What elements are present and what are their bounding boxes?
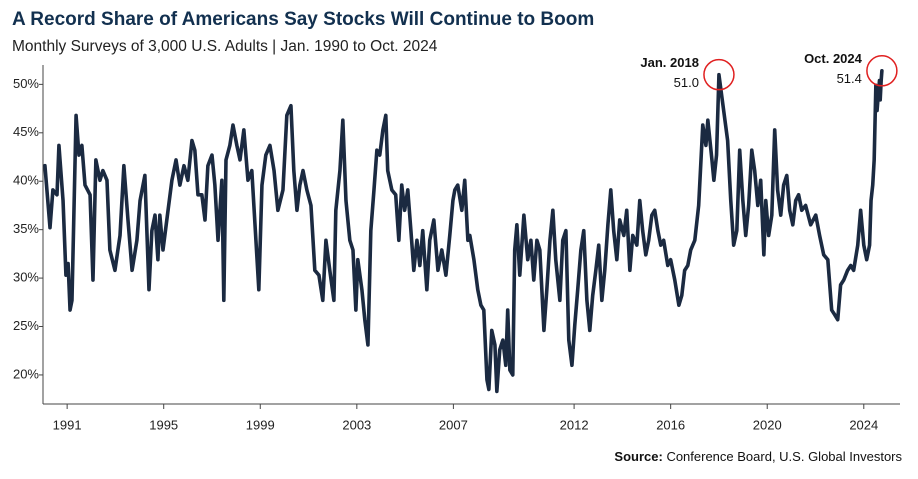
x-tick-label: 2024 — [849, 417, 878, 432]
annotation-date: Oct. 2024 — [804, 51, 863, 66]
y-tick-label: 40% — [13, 173, 39, 188]
highlight-circle — [703, 58, 735, 91]
x-tick-label: 1999 — [246, 417, 275, 432]
annotation-value: 51.0 — [674, 75, 699, 90]
y-tick-label: 35% — [13, 221, 39, 236]
y-tick-label: 20% — [13, 366, 39, 381]
annotation-date: Jan. 2018 — [640, 55, 699, 70]
x-tick-label: 1995 — [149, 417, 178, 432]
highlight-circle — [866, 55, 898, 87]
chart-title: A Record Share of Americans Say Stocks W… — [12, 9, 594, 30]
x-tick-label: 1991 — [53, 417, 82, 432]
line — [43, 69, 884, 394]
y-tick-label: 50% — [13, 76, 39, 91]
y-tick-label: 25% — [13, 318, 39, 333]
y-tick-label: 30% — [13, 270, 39, 285]
x-tick-label: 2012 — [560, 417, 589, 432]
chart-subtitle: Monthly Surveys of 3,000 U.S. Adults | J… — [12, 38, 438, 55]
x-tick-label: 2003 — [342, 417, 371, 432]
x-tick-label: 2016 — [656, 417, 685, 432]
y-tick-label: 45% — [13, 124, 39, 139]
source-text: Conference Board, U.S. Global Investors — [666, 449, 902, 464]
source: Source: Conference Board, U.S. Global In… — [614, 449, 902, 464]
annotation-value: 51.4 — [837, 71, 862, 86]
source-label: Source: — [614, 449, 662, 464]
x-tick-label: 2020 — [753, 417, 782, 432]
x-tick-label: 2007 — [439, 417, 468, 432]
